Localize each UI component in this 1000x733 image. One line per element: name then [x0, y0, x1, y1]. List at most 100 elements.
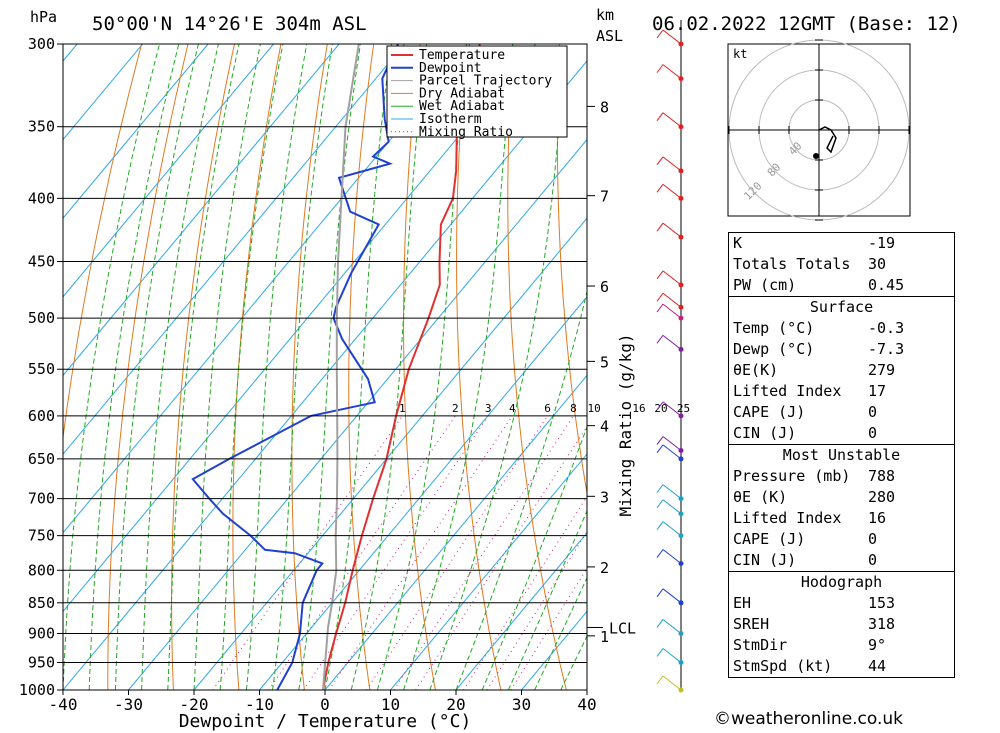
- wet-adiabat-line: [298, 44, 361, 690]
- hodograph-stat-label: StmSpd (kt): [733, 657, 833, 675]
- index-row: K -19: [729, 233, 954, 254]
- index-value: 30: [868, 255, 887, 273]
- hpa-unit-label: hPa: [30, 8, 57, 26]
- most-unstable-row: Pressure (mb) 788: [729, 466, 954, 487]
- wind-barb: [662, 499, 682, 515]
- temperature-tick-label: 10: [381, 695, 400, 714]
- asl-unit-label: ASL: [596, 27, 623, 45]
- mixing-ratio-tick-label: 3: [485, 402, 492, 415]
- hodograph-stat-label: EH: [733, 594, 752, 612]
- wind-barb: [662, 29, 682, 45]
- isotherm-line: [63, 44, 405, 455]
- index-value: 0.45: [868, 276, 905, 294]
- wet-adiabat-line: [219, 44, 284, 690]
- wind-barb-flag: [656, 335, 664, 344]
- indices-box: K -19 Totals Totals 30 PW (cm) 0.45: [728, 232, 955, 297]
- mixing-ratio-tick-label: 6: [544, 402, 551, 415]
- wind-barb: [662, 64, 682, 80]
- index-row: PW (cm) 0.45: [729, 275, 954, 296]
- wind-barb: [662, 588, 682, 604]
- pressure-tick-label: 1000: [19, 681, 55, 699]
- temperature-tick-label: -30: [114, 695, 143, 714]
- index-value: -19: [868, 234, 896, 252]
- index-label: K: [733, 234, 743, 252]
- wet-adiabat-line: [245, 44, 308, 690]
- pressure-tick-label: 500: [28, 309, 55, 327]
- index-row: Totals Totals 30: [729, 254, 954, 275]
- hodograph-stat-value: 9°: [868, 636, 887, 654]
- wet-adiabat-line: [167, 44, 240, 690]
- wind-barb: [662, 112, 682, 128]
- most-unstable-value: 788: [868, 467, 896, 485]
- wet-adiabat-line: [272, 44, 333, 690]
- pressure-tick-label: 600: [28, 407, 55, 425]
- most-unstable-row: Lifted Index 16: [729, 508, 954, 529]
- dry-adiabat-line: [403, 44, 436, 690]
- km-tick-label: 1: [600, 628, 609, 646]
- isotherm-line: [63, 44, 536, 613]
- most-unstable-label: θE (K): [733, 488, 788, 506]
- wind-barb: [662, 619, 682, 634]
- wind-barb-flag: [656, 184, 664, 193]
- surface-label: CAPE (J): [733, 403, 806, 421]
- surface-value: 0: [868, 403, 878, 421]
- wind-barb-flag: [656, 303, 664, 313]
- surface-value: 279: [868, 361, 896, 379]
- isotherm-line: [324, 374, 587, 690]
- legend-entry: Dewpoint: [419, 61, 482, 76]
- km-tick-label: 3: [600, 488, 609, 506]
- wind-barb-flag: [656, 521, 664, 530]
- most-unstable-label: CAPE (J): [733, 530, 806, 548]
- km-tick-label: 2: [600, 559, 609, 577]
- wet-adiabat-line: [114, 44, 199, 690]
- lcl-label: LCL: [609, 619, 636, 637]
- wind-barb-flag: [656, 222, 664, 232]
- wind-barb-flag: [656, 499, 664, 509]
- wind-barb: [662, 401, 682, 417]
- pressure-tick-label: 400: [28, 189, 55, 207]
- isotherm-line: [455, 531, 587, 690]
- mixing-ratio-tick-label: 1: [399, 402, 406, 415]
- wind-barb: [662, 270, 682, 286]
- pressure-tick-label: 300: [28, 35, 55, 53]
- index-label: Totals Totals: [733, 255, 851, 273]
- wind-barb: [662, 549, 682, 564]
- dry-adiabat-line: [232, 44, 282, 690]
- indices-panel: K -19 Totals Totals 30 PW (cm) 0.45 Surface T…: [728, 232, 955, 678]
- wind-barb: [662, 648, 682, 663]
- mixing-ratio-tick-label: 2: [452, 402, 459, 415]
- dry-adiabat-line: [63, 44, 143, 442]
- wind-barb: [662, 303, 682, 319]
- hodograph-stat-label: StmDir: [733, 636, 788, 654]
- isotherm-line: [63, 44, 471, 534]
- wind-barb-flag: [656, 588, 664, 598]
- isotherm-line: [390, 453, 587, 690]
- surface-label: Dewp (°C): [733, 340, 815, 358]
- pressure-tick-label: 750: [28, 527, 55, 545]
- wind-barb-flag: [656, 292, 664, 302]
- hodograph-stat-row: EH 153: [729, 593, 954, 614]
- legend-entry: Mixing Ratio: [419, 125, 513, 140]
- legend-entry: Isotherm: [419, 112, 482, 127]
- wet-adiabat-line: [507, 509, 587, 690]
- most-unstable-row: CIN (J) 0: [729, 550, 954, 571]
- x-axis-label: Dewpoint / Temperature (°C): [179, 711, 472, 732]
- index-label: PW (cm): [733, 276, 797, 294]
- pressure-tick-label: 550: [28, 360, 55, 378]
- wind-barb-flag: [656, 29, 664, 39]
- surface-label: Lifted Index: [733, 382, 842, 400]
- pressure-tick-label: 450: [28, 253, 55, 271]
- hodograph-stat-value: 318: [868, 615, 896, 633]
- isotherm-line: [63, 44, 143, 141]
- surface-row: θE(K) 279: [729, 360, 954, 381]
- surface-row: CAPE (J) 0: [729, 402, 954, 423]
- footer-credit[interactable]: ©weatheronline.co.uk: [714, 709, 904, 729]
- hodograph-stat-value: 153: [868, 594, 896, 612]
- mixing-ratio-line: [365, 415, 548, 690]
- most-unstable-value: 0: [868, 530, 878, 548]
- surface-box: Surface Temp (°C) -0.3 Dewp (°C) -7.3 θE(K) 2…: [728, 296, 955, 445]
- surface-title: Surface: [809, 298, 874, 316]
- wind-barb-flag: [656, 619, 664, 628]
- legend-entry: Dry Adiabat: [419, 86, 505, 101]
